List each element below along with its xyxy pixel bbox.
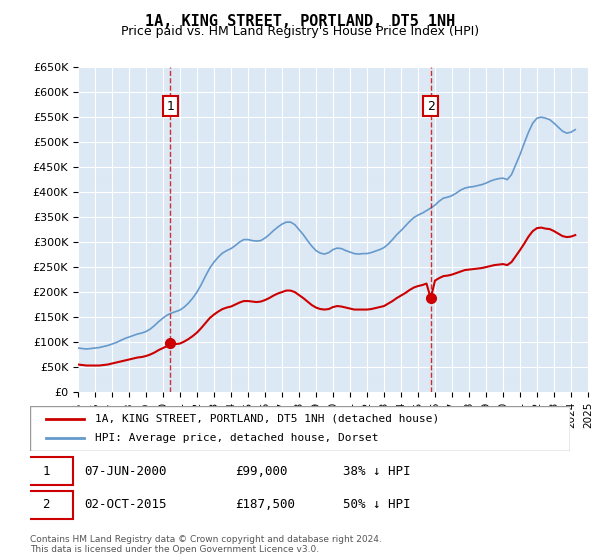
Text: £187,500: £187,500 <box>235 498 295 511</box>
Text: 1: 1 <box>43 465 50 478</box>
Text: Contains HM Land Registry data © Crown copyright and database right 2024.
This d: Contains HM Land Registry data © Crown c… <box>30 535 382 554</box>
FancyBboxPatch shape <box>19 457 73 485</box>
FancyBboxPatch shape <box>30 406 570 451</box>
Text: 2: 2 <box>427 100 434 113</box>
Text: 1A, KING STREET, PORTLAND, DT5 1NH (detached house): 1A, KING STREET, PORTLAND, DT5 1NH (deta… <box>95 413 439 423</box>
FancyBboxPatch shape <box>19 491 73 519</box>
Text: 50% ↓ HPI: 50% ↓ HPI <box>343 498 410 511</box>
Text: Price paid vs. HM Land Registry's House Price Index (HPI): Price paid vs. HM Land Registry's House … <box>121 25 479 38</box>
Text: 1A, KING STREET, PORTLAND, DT5 1NH: 1A, KING STREET, PORTLAND, DT5 1NH <box>145 14 455 29</box>
Text: 02-OCT-2015: 02-OCT-2015 <box>84 498 167 511</box>
Text: HPI: Average price, detached house, Dorset: HPI: Average price, detached house, Dors… <box>95 433 379 444</box>
Text: £99,000: £99,000 <box>235 465 288 478</box>
Text: 38% ↓ HPI: 38% ↓ HPI <box>343 465 410 478</box>
Text: 07-JUN-2000: 07-JUN-2000 <box>84 465 167 478</box>
Text: 2: 2 <box>43 498 50 511</box>
Text: 1: 1 <box>167 100 175 113</box>
